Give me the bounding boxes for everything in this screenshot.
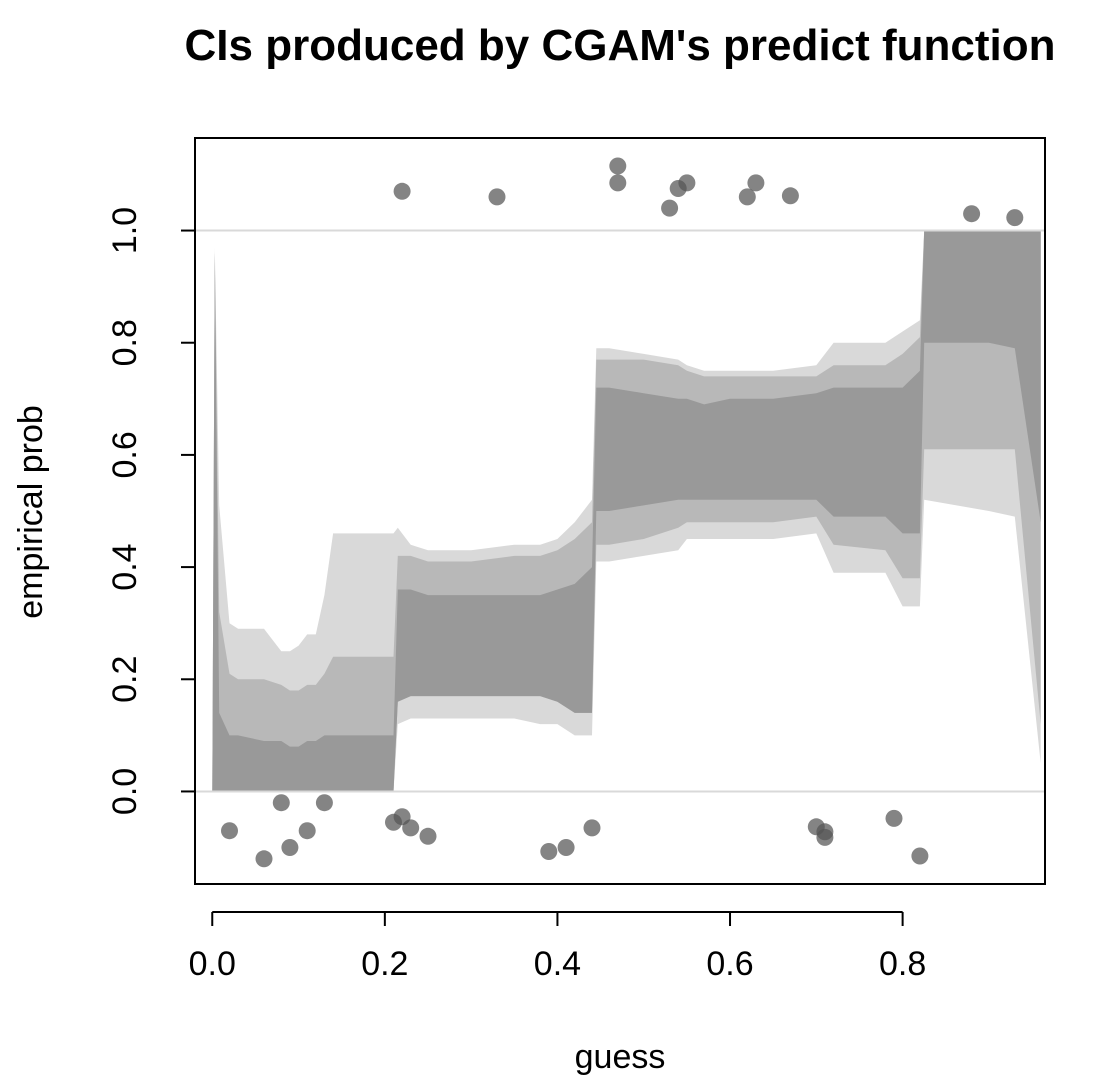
- x-tick-label: 0.0: [189, 945, 236, 983]
- data-point: [963, 205, 981, 223]
- y-tick-label: 0.8: [106, 319, 144, 366]
- y-tick-label: 0.2: [106, 656, 144, 703]
- y-tick-label: 1.0: [106, 207, 144, 254]
- y-axis-label: empirical prob: [12, 405, 50, 619]
- data-point: [315, 794, 333, 812]
- data-point: [609, 174, 627, 192]
- reference-lines: [195, 229, 1045, 793]
- data-point: [678, 174, 696, 192]
- data-point: [540, 843, 558, 860]
- x-tick-label: 0.8: [879, 945, 926, 983]
- data-point: [911, 847, 929, 865]
- data-point: [281, 839, 299, 856]
- x-tick-label: 0.6: [706, 945, 753, 983]
- data-point: [583, 819, 601, 837]
- data-point: [298, 822, 316, 840]
- x-tick-label: 0.4: [534, 945, 581, 983]
- chart-title: CIs produced by CGAM's predict function: [185, 21, 1056, 70]
- x-axis-label: guess: [575, 1038, 666, 1076]
- data-point: [402, 819, 420, 837]
- y-tick-label: 0.0: [106, 768, 144, 815]
- data-point: [221, 822, 238, 840]
- data-point: [272, 794, 290, 812]
- data-point: [557, 839, 575, 856]
- data-points: [221, 157, 1024, 868]
- data-point: [661, 199, 679, 217]
- confidence-bands: [212, 230, 1041, 792]
- data-point: [609, 157, 627, 175]
- data-point: [1006, 209, 1024, 227]
- data-point: [393, 182, 411, 200]
- data-point: [738, 188, 756, 206]
- data-point: [419, 827, 437, 845]
- data-point: [816, 823, 834, 841]
- data-point: [885, 809, 903, 827]
- band-inner: [212, 230, 1041, 792]
- x-tick-label: 0.2: [361, 945, 408, 983]
- data-point: [747, 174, 765, 192]
- axes: 0.0 0.2 0.4 0.6 0.8 0.0 0.2 0.4 0.6 0.8 1.0: [106, 137, 1046, 983]
- data-point: [488, 188, 506, 206]
- y-tick-label: 0.4: [106, 543, 144, 590]
- data-point: [781, 187, 799, 205]
- data-point: [255, 850, 273, 868]
- y-tick-label: 0.6: [106, 431, 144, 478]
